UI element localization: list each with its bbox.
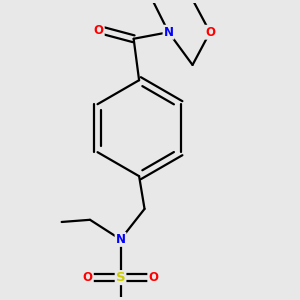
- Text: N: N: [116, 233, 126, 246]
- Text: O: O: [94, 23, 104, 37]
- Text: N: N: [164, 26, 173, 39]
- Text: S: S: [116, 271, 125, 284]
- Text: O: O: [148, 271, 158, 284]
- Text: O: O: [83, 271, 93, 284]
- Text: O: O: [205, 26, 215, 39]
